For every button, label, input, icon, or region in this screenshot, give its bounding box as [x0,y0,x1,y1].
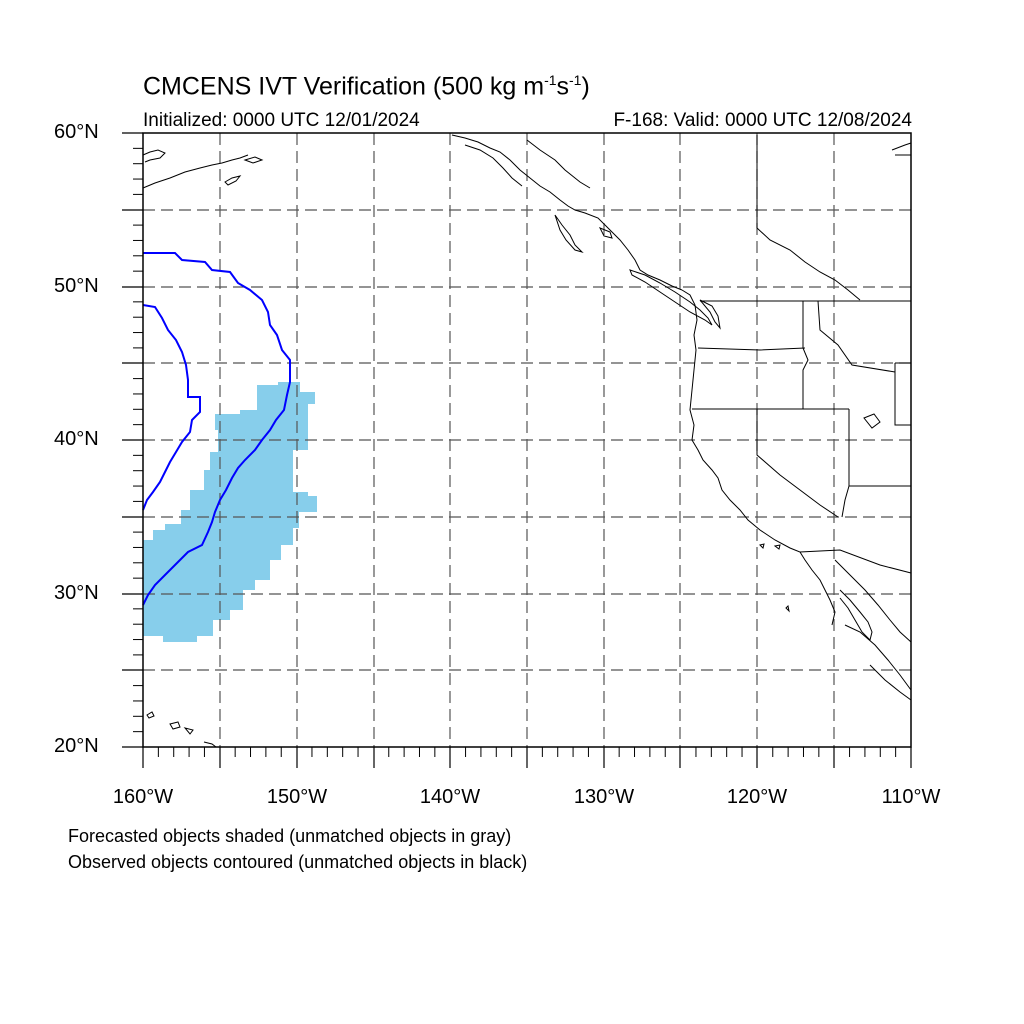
legend-observed-note: Observed objects contoured (unmatched ob… [68,852,528,872]
chart-title: CMCENS IVT Verification (500 kg m-1s-1) [143,72,590,101]
lon-label-120w: 120°W [726,786,788,808]
forecast-object-shaded [143,382,317,642]
lat-label-50: 50°N [54,275,99,297]
lon-label-150w: 150°W [266,786,328,808]
lat-label-40: 40°N [54,428,99,450]
coastlines [142,134,912,748]
lon-label-140w: 140°W [419,786,481,808]
title-close: ) [581,72,590,101]
lon-label-160w: 160°W [112,786,174,808]
observed-contour-outer [142,252,291,606]
minor-ticks [133,147,897,757]
title-exp1: -1 [544,72,557,88]
observed-contour-inner [142,304,201,511]
lon-label-110w: 110°W [881,786,941,808]
legend-forecast-note: Forecasted objects shaded (unmatched obj… [68,826,512,846]
observed-contours [142,252,291,606]
lat-lon-grid [143,133,911,747]
lat-label-20: 20°N [54,735,99,757]
initialized-label: Initialized: 0000 UTC 12/01/2024 [143,110,420,131]
title-mid: s [556,72,570,101]
lat-label-30: 30°N [54,582,99,604]
lat-label-60: 60°N [54,121,99,143]
lon-label-130w: 130°W [573,786,635,808]
title-main: CMCENS IVT Verification (500 kg m [143,72,545,101]
valid-label: F-168: Valid: 0000 UTC 12/08/2024 [613,110,912,131]
title-exp2: -1 [569,72,582,88]
axis-ticks [122,132,912,768]
